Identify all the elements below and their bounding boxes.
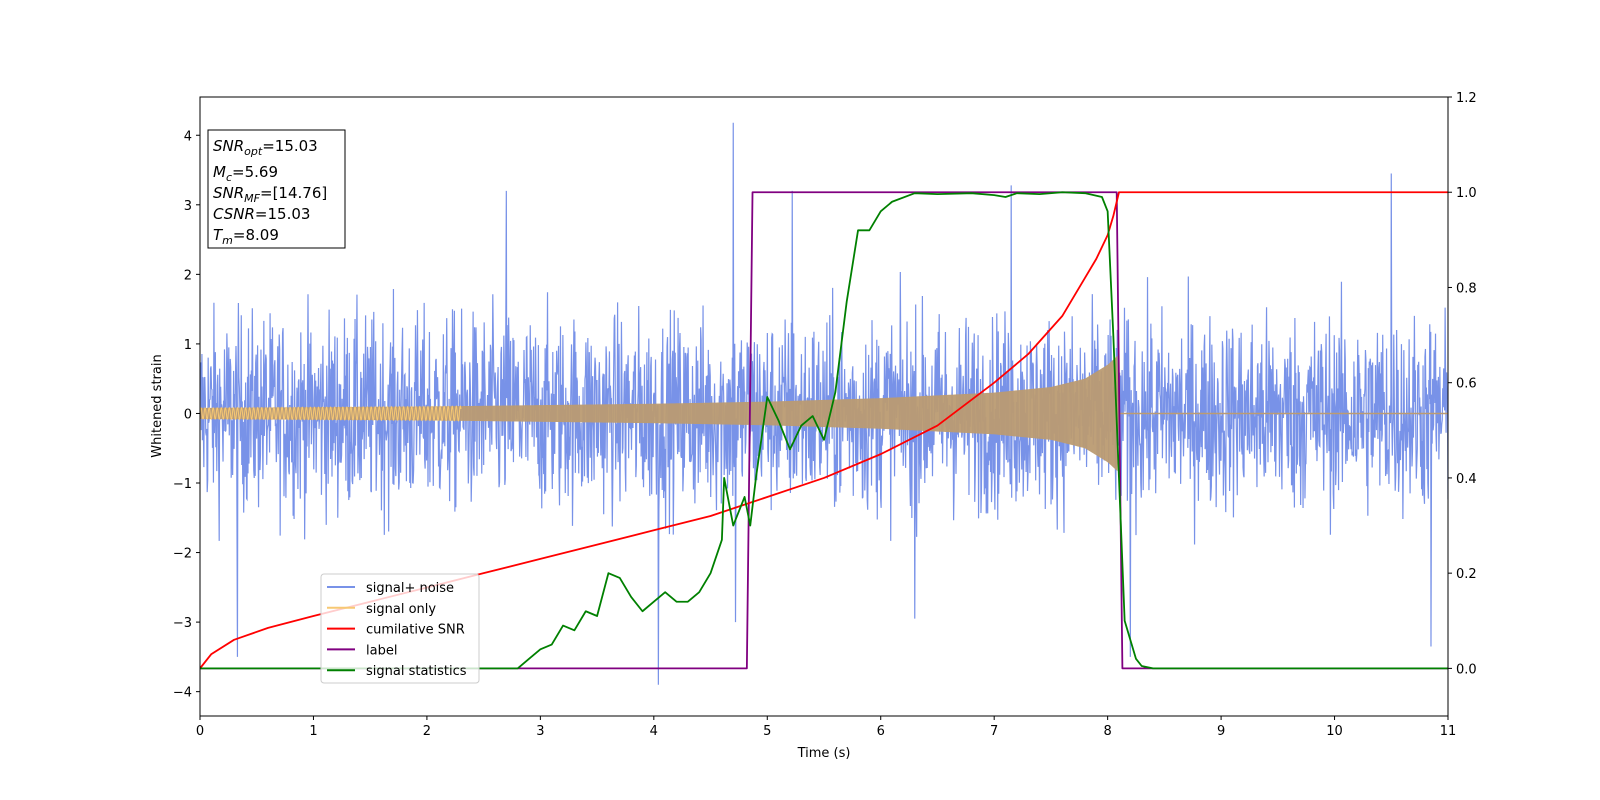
annotation-frame [207,129,346,249]
y-left-tick-label: 4 [184,129,192,144]
x-tick-label: 7 [990,724,998,739]
y-left-tick-label: 3 [184,199,192,214]
y-axis-label: Whitened strain [150,354,165,457]
legend-frame [320,573,480,684]
legend-label-label: label [366,643,397,658]
y-right-tick-label: 1.0 [1456,186,1477,201]
right-axis-series [200,191,1448,670]
x-axis-label: Time (s) [797,746,851,761]
y-left-tick-label: 1 [184,338,192,353]
x-tick-label: 1 [309,724,317,739]
plot-area [200,122,1448,685]
y-left-tick-label: −3 [173,616,192,631]
x-tick-label: 6 [877,724,885,739]
x-tick-label: 5 [763,724,771,739]
x-tick-label: 4 [650,724,658,739]
annotation-line: Tm=8.09 [213,226,279,247]
x-tick-label: 2 [423,724,431,739]
axes-frame [199,96,1449,717]
cumulative-snr-line [200,191,1448,669]
stats-annotation-box: SNRopt=15.03 Mc=5.69SNRMF=[14.76]CSNR=15.… [207,129,346,249]
y-right-tick-label: 0.2 [1456,567,1477,582]
y-left-tick-label: −1 [173,477,192,492]
annotation-line: SNRopt=15.03 [213,137,318,158]
legend-cumulative-snr-label: cumilative SNR [366,623,465,638]
y-left-tick-label: −2 [173,547,192,562]
y-right-tick-label: 0.0 [1456,662,1477,677]
signal-only-oscillation [200,405,462,422]
y-axis-left: −4 −3 −2 −1 0 1 2 3 4 [173,129,200,701]
annotation-line: Mc=5.69 [213,163,278,184]
x-tick-label: 11 [1440,724,1457,739]
y-right-tick-label: 0.6 [1456,377,1477,392]
y-left-tick-label: −4 [173,686,192,701]
legend: signal+ noise signal only cumilative SNR la… [320,573,480,684]
x-tick-label: 8 [1103,724,1111,739]
y-left-tick-label: 0 [184,407,192,422]
annotation-line: SNRMF=[14.76] [213,184,327,205]
y-left-tick-label: 2 [184,268,192,283]
x-tick-label: 9 [1217,724,1225,739]
signal-only-series [200,355,1448,472]
legend-signal-statistics-label: signal statistics [366,664,467,679]
y-right-tick-label: 0.8 [1456,281,1477,296]
signal-statistics-line [200,191,1448,670]
x-tick-label: 10 [1326,724,1343,739]
x-tick-label: 0 [196,724,204,739]
y-right-tick-label: 0.4 [1456,472,1477,487]
y-axis-right: 0.0 0.2 0.4 0.6 0.8 1.0 1.2 [1448,91,1477,677]
x-axis: 0 1 2 3 4 5 6 7 8 9 10 11 [196,716,1456,739]
annotation-line: CSNR=15.03 [213,205,310,223]
legend-signal-noise-label: signal+ noise [366,581,454,596]
legend-signal-only-label: signal only [366,602,436,617]
signal-only-band [200,355,1119,472]
y-right-tick-label: 1.2 [1456,91,1477,106]
x-tick-label: 3 [536,724,544,739]
